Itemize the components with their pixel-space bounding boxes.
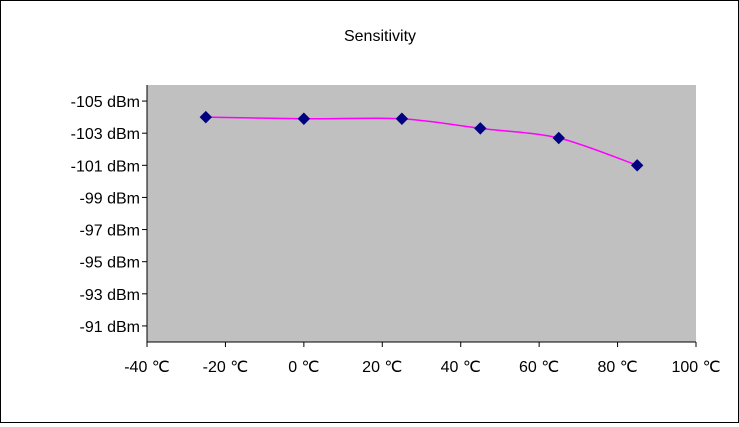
x-tick-label: 80 ℃: [597, 359, 637, 376]
y-tick-label: -101 dBm: [71, 158, 140, 175]
series-line: [205, 116, 638, 167]
chart-title: Sensitivity: [344, 28, 416, 45]
y-tick-label: -103 dBm: [71, 126, 140, 143]
y-axis: -105 dBm -103 dBm -101 dBm -99 dBm -97 dBm -9…: [71, 85, 148, 342]
y-tick-label: -97 dBm: [80, 223, 140, 240]
x-tick-label: 40 ℃: [441, 359, 481, 376]
y-tick-label: -95 dBm: [80, 255, 140, 272]
x-tick-label: 60 ℃: [519, 359, 559, 376]
y-tick-label: -91 dBm: [80, 319, 140, 336]
data-point-marker: [297, 112, 311, 125]
data-point-marker: [630, 159, 644, 172]
data-point-marker: [395, 112, 409, 125]
x-tick-label: -20 ℃: [203, 359, 249, 376]
plot-area: [147, 85, 696, 342]
x-tick-label: -40 ℃: [124, 359, 170, 376]
series-layer: [199, 110, 644, 172]
data-point-marker: [474, 122, 487, 135]
data-point-marker: [552, 131, 565, 145]
x-axis: -40 ℃ -20 ℃ 0 ℃ 20 ℃ 40 ℃ 60 ℃ 80 ℃ 100 ℃: [124, 341, 721, 376]
y-tick-label: -93 dBm: [80, 287, 140, 304]
x-tick-label: 0 ℃: [288, 359, 319, 376]
x-tick-label: 20 ℃: [362, 359, 402, 376]
x-tick-label: 100 ℃: [671, 359, 720, 376]
y-tick-label: -99 dBm: [80, 190, 140, 207]
y-tick-label: -105 dBm: [71, 94, 140, 111]
data-point-marker: [199, 110, 213, 124]
